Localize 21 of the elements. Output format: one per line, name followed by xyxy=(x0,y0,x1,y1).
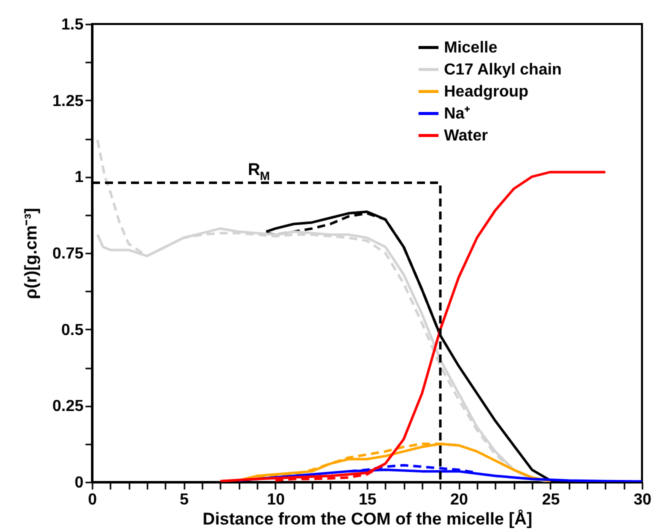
legend-label: C17 Alkyl chain xyxy=(444,62,562,78)
x-tick-label: 0 xyxy=(88,492,98,508)
y-axis-title: ρ(r)[g.cm⁻³] xyxy=(21,208,40,300)
y-tick-label: 1.5 xyxy=(61,16,84,34)
x-tick-label: 25 xyxy=(542,492,560,508)
y-tick-label: 0 xyxy=(74,474,84,492)
y-tick-label: 1.25 xyxy=(52,92,84,110)
x-tick-label: 15 xyxy=(358,492,376,508)
x-axis-title: Distance from the COM of the micelle [Å] xyxy=(202,510,532,528)
legend-label: Na⁺ xyxy=(444,106,470,122)
x-tick-label: 30 xyxy=(634,492,652,508)
y-tick-label: 0.75 xyxy=(52,246,84,262)
y-tick-label: 0.25 xyxy=(52,398,84,416)
legend-label: Headgroup xyxy=(444,84,529,100)
y-tick-label: 0.5 xyxy=(61,322,84,339)
x-tick-label: 20 xyxy=(450,492,468,508)
legend-label: Water xyxy=(444,128,488,144)
legend-label: Micelle xyxy=(444,40,498,56)
x-tick-label: 5 xyxy=(180,492,189,508)
y-tick-label: 1 xyxy=(74,169,84,186)
x-tick-label: 10 xyxy=(266,492,285,508)
